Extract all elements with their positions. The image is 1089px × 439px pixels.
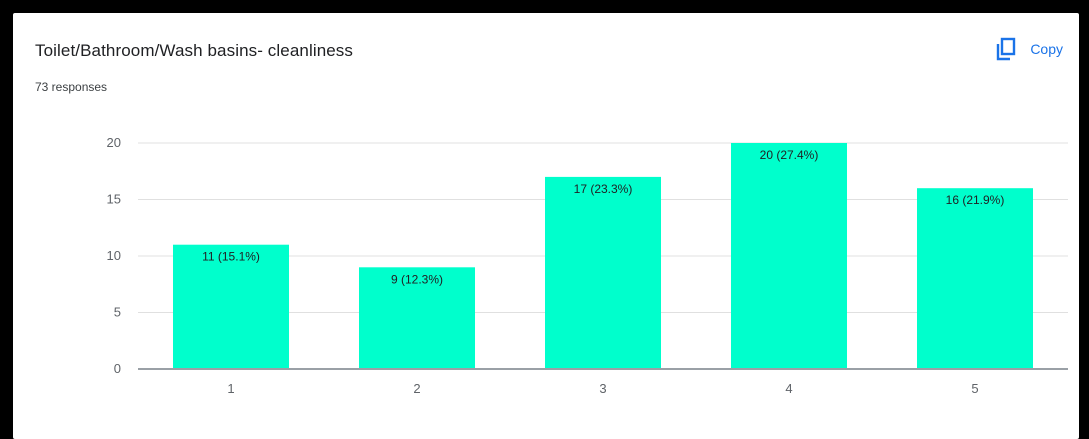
y-tick-label: 10: [107, 248, 121, 263]
data-label: 9 (12.3%): [391, 272, 443, 286]
bar: [545, 176, 661, 369]
x-tick-label: 2: [413, 381, 420, 396]
y-tick-label: 20: [107, 135, 121, 150]
x-tick-label: 5: [971, 381, 978, 396]
data-label: 16 (21.9%): [946, 193, 1005, 207]
chart-title: Toilet/Bathroom/Wash basins- cleanliness: [35, 41, 354, 60]
y-tick-label: 0: [114, 361, 121, 376]
copy-label: Copy: [1030, 41, 1063, 57]
bar: [917, 188, 1033, 369]
data-label: 17 (23.3%): [574, 182, 633, 196]
data-label: 11 (15.1%): [202, 250, 260, 264]
x-tick-label: 1: [227, 381, 234, 396]
bar-chart: 0 5 10 15 20 11 (15.1%) 1 9 (12.3%) 2 17 (23.3%) 3…: [107, 135, 1068, 396]
y-tick-label: 5: [114, 305, 121, 320]
copy-icon: [997, 37, 1016, 61]
x-tick-label: 3: [599, 381, 606, 396]
y-tick-label: 15: [107, 192, 121, 207]
x-tick-label: 4: [785, 381, 792, 396]
copy-button[interactable]: Copy: [996, 37, 1063, 61]
bar: [731, 143, 847, 369]
bar: [173, 244, 289, 369]
bar: [359, 267, 475, 369]
data-label: 20 (27.4%): [760, 148, 819, 162]
chart-card: Toilet/Bathroom/Wash basins- cleanliness…: [13, 13, 1079, 439]
response-count: 73 responses: [35, 80, 108, 94]
